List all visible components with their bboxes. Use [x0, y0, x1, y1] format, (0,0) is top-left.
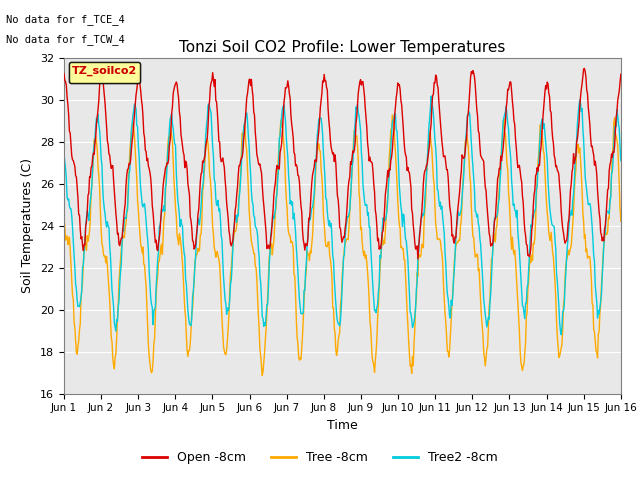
Title: Tonzi Soil CO2 Profile: Lower Temperatures: Tonzi Soil CO2 Profile: Lower Temperatur…: [179, 40, 506, 55]
Legend: : [69, 62, 140, 84]
X-axis label: Time: Time: [327, 419, 358, 432]
Text: No data for f_TCE_4: No data for f_TCE_4: [6, 14, 125, 25]
Text: No data for f_TCW_4: No data for f_TCW_4: [6, 34, 125, 45]
Legend: Open -8cm, Tree -8cm, Tree2 -8cm: Open -8cm, Tree -8cm, Tree2 -8cm: [137, 446, 503, 469]
Y-axis label: Soil Temperatures (C): Soil Temperatures (C): [22, 158, 35, 293]
